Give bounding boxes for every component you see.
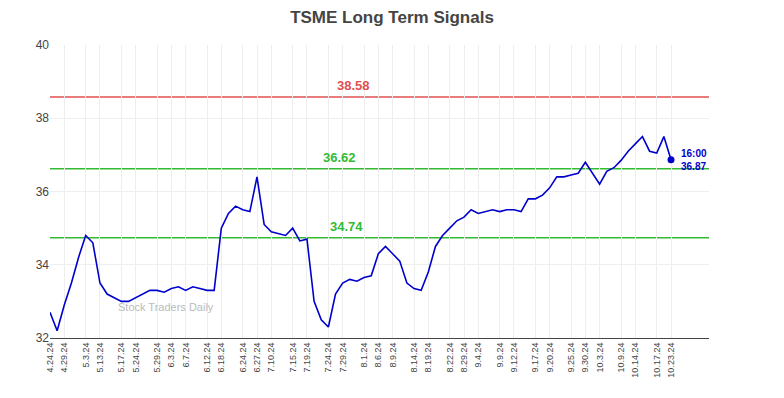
svg-text:9.20.24: 9.20.24	[545, 343, 555, 373]
svg-text:10.9.24: 10.9.24	[616, 343, 626, 373]
svg-text:34: 34	[36, 258, 50, 272]
svg-text:Stock Traders Daily: Stock Traders Daily	[118, 301, 214, 313]
svg-text:6.18.24: 6.18.24	[216, 343, 226, 373]
svg-text:32: 32	[36, 331, 50, 345]
svg-text:9.4.24: 9.4.24	[473, 343, 483, 368]
svg-text:7.10.24: 7.10.24	[266, 343, 276, 373]
svg-text:36: 36	[36, 185, 50, 199]
svg-text:34.74: 34.74	[330, 219, 363, 234]
svg-text:5.29.24: 5.29.24	[152, 343, 162, 373]
svg-text:10.14.24: 10.14.24	[630, 343, 640, 378]
svg-text:6.24.24: 6.24.24	[238, 343, 248, 373]
svg-text:TSME Long Term Signals: TSME Long Term Signals	[290, 8, 494, 27]
svg-text:6.7.24: 6.7.24	[181, 343, 191, 368]
svg-text:6.27.24: 6.27.24	[252, 343, 262, 373]
svg-text:7.19.24: 7.19.24	[302, 343, 312, 373]
svg-text:40: 40	[36, 38, 50, 52]
svg-text:8.14.24: 8.14.24	[409, 343, 419, 373]
svg-text:16:0036.87: 16:0036.87	[681, 148, 707, 172]
svg-text:4.29.24: 4.29.24	[59, 343, 69, 373]
svg-text:8.19.24: 8.19.24	[423, 343, 433, 373]
svg-text:9.9.24: 9.9.24	[495, 343, 505, 368]
svg-text:8.1.24: 8.1.24	[359, 343, 369, 368]
svg-text:38: 38	[36, 111, 50, 125]
svg-text:5.3.24: 5.3.24	[81, 343, 91, 368]
svg-text:5.13.24: 5.13.24	[95, 343, 105, 373]
svg-text:5.24.24: 5.24.24	[131, 343, 141, 373]
svg-text:6.12.24: 6.12.24	[202, 343, 212, 373]
svg-text:5.17.24: 5.17.24	[116, 343, 126, 373]
svg-text:9.12.24: 9.12.24	[509, 343, 519, 373]
svg-text:8.29.24: 8.29.24	[459, 343, 469, 373]
svg-text:36.62: 36.62	[323, 150, 356, 165]
svg-text:9.25.24: 9.25.24	[566, 343, 576, 373]
svg-text:9.17.24: 9.17.24	[530, 343, 540, 373]
svg-text:10.17.24: 10.17.24	[652, 343, 662, 378]
svg-text:6.3.24: 6.3.24	[166, 343, 176, 368]
svg-text:8.9.24: 8.9.24	[388, 343, 398, 368]
svg-text:38.58: 38.58	[337, 78, 370, 93]
svg-text:7.24.24: 7.24.24	[323, 343, 333, 373]
svg-text:8.6.24: 8.6.24	[373, 343, 383, 368]
svg-text:10.3.24: 10.3.24	[595, 343, 605, 373]
svg-text:4.24.24: 4.24.24	[45, 343, 55, 373]
svg-text:9.30.24: 9.30.24	[580, 343, 590, 373]
svg-text:7.15.24: 7.15.24	[288, 343, 298, 373]
svg-text:8.22.24: 8.22.24	[445, 343, 455, 373]
svg-text:7.29.24: 7.29.24	[338, 343, 348, 373]
svg-text:10.23.24: 10.23.24	[666, 343, 676, 378]
